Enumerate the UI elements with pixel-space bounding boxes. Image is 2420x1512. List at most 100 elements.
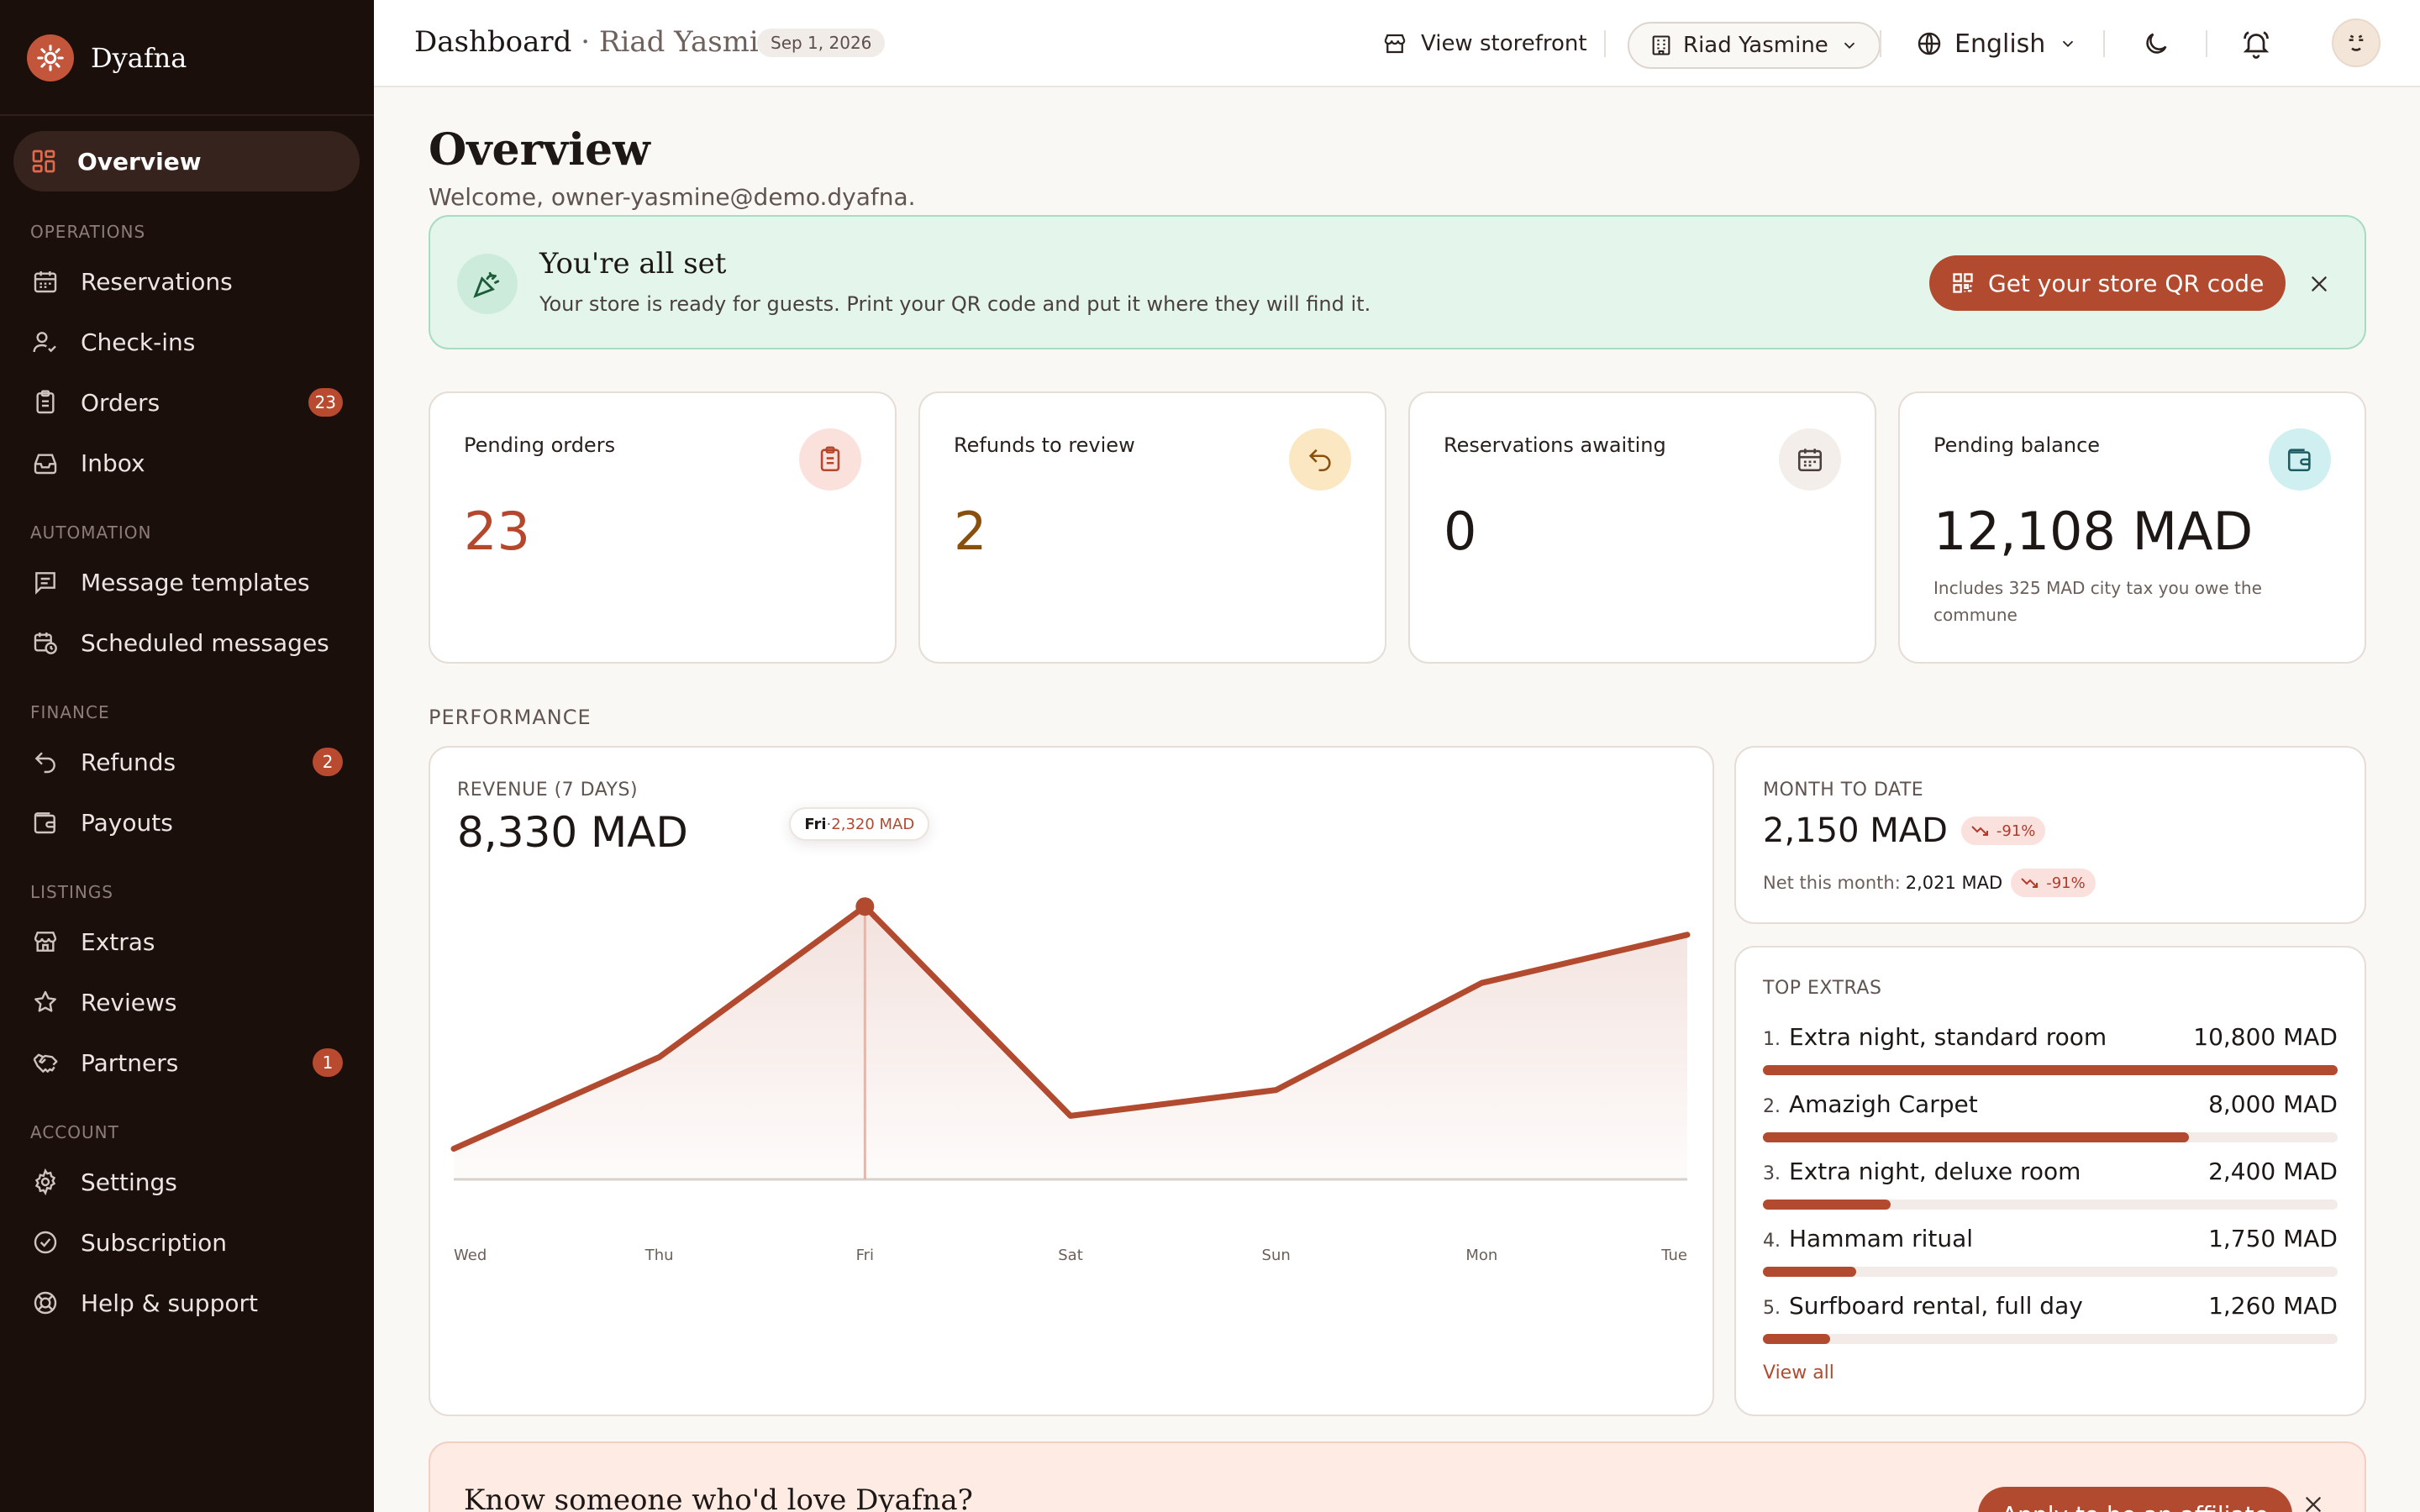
- globe-icon: [1916, 30, 1943, 57]
- grid-icon: [30, 148, 57, 175]
- sidebar-item-subscription[interactable]: Subscription: [30, 1221, 350, 1263]
- sidebar-item-overview[interactable]: Overview: [13, 131, 360, 192]
- net-value: 2,021 MAD: [1905, 873, 2003, 893]
- list-item[interactable]: 3. Extra night, deluxe room 2,400 MAD: [1763, 1158, 2338, 1216]
- party-popper-icon: [457, 254, 518, 314]
- stat-card-reservations[interactable]: Reservations awaiting 0: [1408, 391, 1876, 664]
- extra-bar-track: [1763, 1267, 2338, 1277]
- list-item[interactable]: 5. Surfboard rental, full day 1,260 MAD: [1763, 1292, 2338, 1351]
- breadcrumb: Dashboard · Riad Yasmine: [414, 25, 794, 59]
- handshake-icon: [30, 1047, 60, 1078]
- wallet-icon: [2269, 428, 2331, 491]
- sidebar-item-settings[interactable]: Settings: [30, 1161, 350, 1203]
- page-title: Overview: [429, 124, 650, 176]
- brand[interactable]: Dyafna: [27, 34, 187, 82]
- language-selector[interactable]: English: [1916, 22, 2077, 66]
- sidebar-item-label: Extras: [81, 927, 155, 956]
- revenue-card: REVENUE (7 DAYS) 8,330 MAD Wed Thu Fri Sat S…: [429, 746, 1714, 1416]
- language-label: English: [1954, 29, 2046, 59]
- store-icon: [1382, 31, 1407, 56]
- extra-bar-fill: [1763, 1267, 1856, 1277]
- close-icon[interactable]: [2302, 267, 2336, 301]
- extra-name: Extra night, standard room: [1789, 1023, 2107, 1051]
- get-qr-code-label: Get your store QR code: [1988, 269, 2265, 297]
- breadcrumb-separator: ·: [571, 25, 599, 59]
- x-tick-label: Sat: [1058, 1247, 1083, 1264]
- data-point[interactable]: [855, 897, 875, 916]
- section-automation: AUTOMATION: [30, 522, 152, 543]
- calendar-icon: [30, 266, 60, 297]
- tooltip-day: Fri: [804, 815, 827, 833]
- trend-down-icon: [1971, 826, 1988, 836]
- x-tick-label: Sun: [1262, 1247, 1291, 1264]
- view-storefront-link[interactable]: View storefront: [1382, 22, 1587, 66]
- sidebar-item-label: Reviews: [81, 988, 177, 1016]
- sidebar-item-orders[interactable]: Orders 23: [30, 381, 350, 423]
- sidebar-item-label: Help & support: [81, 1289, 258, 1317]
- extra-bar-fill: [1763, 1200, 1891, 1210]
- sidebar-item-label: Orders: [81, 388, 160, 417]
- sidebar-item-label: Overview: [77, 147, 202, 176]
- top-bar: Dashboard · Riad Yasmine Sep 1, 2026 Vie…: [374, 0, 2420, 87]
- notifications-button[interactable]: [2241, 22, 2271, 66]
- gear-icon: [30, 1167, 60, 1197]
- extra-bar-track: [1763, 1132, 2338, 1142]
- get-qr-code-button[interactable]: Get your store QR code: [1929, 255, 2286, 311]
- revenue-label: REVENUE (7 DAYS): [457, 780, 639, 801]
- mtd-delta: -91%: [1996, 822, 2036, 840]
- sidebar-item-message-templates[interactable]: Message templates: [30, 561, 350, 603]
- property-selector-label: Riad Yasmine: [1683, 33, 1828, 58]
- stat-card-pending-balance[interactable]: Pending balance 12,108 MAD Includes 325 …: [1898, 391, 2366, 664]
- net-label: Net this month:: [1763, 873, 1901, 893]
- calendar-icon: [1779, 428, 1841, 491]
- sidebar-item-scheduled-messages[interactable]: Scheduled messages: [30, 622, 350, 664]
- sidebar-item-extras[interactable]: Extras: [30, 921, 350, 963]
- avatar[interactable]: [2332, 18, 2381, 67]
- extra-value: 1,260 MAD: [2208, 1292, 2338, 1320]
- tooltip-value: 2,320 MAD: [831, 815, 915, 833]
- sidebar-item-label: Refunds: [81, 748, 176, 776]
- list-item[interactable]: 4. Hammam ritual 1,750 MAD: [1763, 1225, 2338, 1284]
- sidebar-item-checkins[interactable]: Check-ins: [30, 321, 350, 363]
- stat-card-refunds[interactable]: Refunds to review 2: [918, 391, 1386, 664]
- sidebar-item-payouts[interactable]: Payouts: [30, 801, 350, 843]
- tooltip-separator: ·: [826, 815, 832, 833]
- lifebuoy-icon: [30, 1288, 60, 1318]
- x-tick-label: Thu: [644, 1247, 674, 1264]
- performance-heading: PERFORMANCE: [429, 706, 592, 729]
- refunds-badge: 2: [313, 748, 343, 776]
- sidebar-item-reviews[interactable]: Reviews: [30, 981, 350, 1023]
- extra-value: 8,000 MAD: [2208, 1090, 2338, 1118]
- sidebar-item-refunds[interactable]: Refunds 2: [30, 741, 350, 783]
- list-item[interactable]: 2. Amazigh Carpet 8,000 MAD: [1763, 1090, 2338, 1149]
- sidebar-item-label: Scheduled messages: [81, 628, 329, 657]
- extra-bar-fill: [1763, 1132, 2189, 1142]
- stat-label: Pending balance: [1933, 433, 2101, 457]
- extra-bar-track: [1763, 1200, 2338, 1210]
- sidebar-item-label: Check-ins: [81, 328, 196, 356]
- property-selector[interactable]: Riad Yasmine: [1628, 22, 1881, 69]
- sidebar-item-inbox[interactable]: Inbox: [30, 442, 350, 484]
- extra-name: Amazigh Carpet: [1789, 1090, 1978, 1118]
- calendar-clock-icon: [30, 627, 60, 658]
- view-all-link[interactable]: View all: [1763, 1362, 1834, 1383]
- user-check-icon: [30, 327, 60, 357]
- theme-toggle[interactable]: [2142, 22, 2170, 66]
- sidebar-item-help[interactable]: Help & support: [30, 1282, 350, 1324]
- extra-bar-fill: [1763, 1334, 1831, 1344]
- list-item[interactable]: 1. Extra night, standard room 10,800 MAD: [1763, 1023, 2338, 1082]
- store-icon: [30, 927, 60, 957]
- apply-affiliate-button[interactable]: Apply to be an affiliate: [1978, 1487, 2292, 1512]
- extra-bar-track: [1763, 1065, 2338, 1075]
- sidebar-item-reservations[interactable]: Reservations: [30, 260, 350, 302]
- extra-bar-track: [1763, 1334, 2338, 1344]
- sidebar-item-partners[interactable]: Partners 1: [30, 1042, 350, 1084]
- chart-tooltip: Fri · 2,320 MAD: [789, 807, 930, 842]
- revenue-chart[interactable]: Wed Thu Fri Sat Sun Mon Tue: [430, 748, 1716, 1418]
- stat-card-pending-orders[interactable]: Pending orders 23: [429, 391, 897, 664]
- x-tick-label: Wed: [454, 1247, 487, 1264]
- close-icon[interactable]: [2302, 1494, 2324, 1512]
- revenue-area: [454, 906, 1687, 1179]
- sidebar-item-label: Message templates: [81, 568, 310, 596]
- extra-rank: 1.: [1763, 1029, 1781, 1050]
